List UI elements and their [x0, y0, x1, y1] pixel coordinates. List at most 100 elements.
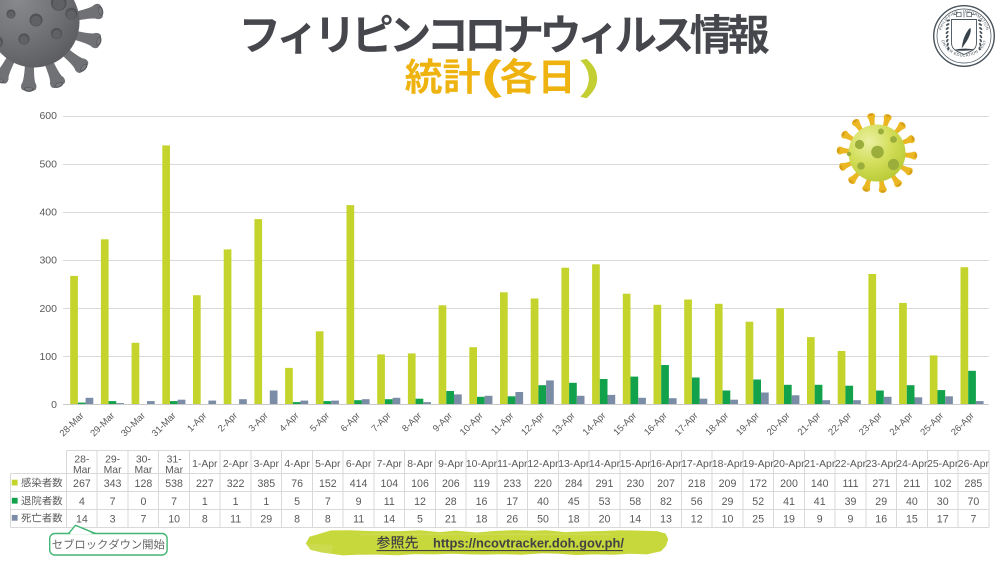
svg-text:23-Apr: 23-Apr — [856, 410, 884, 438]
svg-text:26: 26 — [506, 514, 518, 526]
svg-text:16: 16 — [476, 496, 488, 508]
svg-text:206: 206 — [442, 478, 460, 490]
svg-text:1-Apr: 1-Apr — [192, 459, 218, 470]
svg-text:22-Apr: 22-Apr — [826, 410, 854, 438]
svg-text:23-Apr: 23-Apr — [866, 459, 898, 470]
svg-text:26-Apr: 26-Apr — [958, 459, 990, 470]
svg-text:11: 11 — [230, 514, 241, 526]
svg-text:15: 15 — [906, 514, 918, 526]
svg-text:11: 11 — [353, 514, 364, 526]
svg-text:15-Apr: 15-Apr — [620, 459, 652, 470]
svg-text:220: 220 — [534, 478, 552, 490]
svg-text:5-Apr: 5-Apr — [315, 459, 341, 470]
svg-text:18-Apr: 18-Apr — [703, 410, 731, 438]
svg-text:8: 8 — [202, 514, 208, 526]
svg-text:28-Mar: 28-Mar — [57, 410, 86, 439]
svg-text:2-Apr: 2-Apr — [223, 459, 249, 470]
svg-text:13-Apr: 13-Apr — [558, 459, 590, 470]
svg-text:28-: 28- — [74, 454, 89, 465]
svg-text:30-: 30- — [136, 454, 151, 465]
svg-text:3-Apr: 3-Apr — [246, 410, 270, 434]
svg-text:100: 100 — [39, 351, 57, 363]
svg-text:12-Apr: 12-Apr — [527, 459, 559, 470]
svg-text:25-Apr: 25-Apr — [927, 459, 959, 470]
svg-text:40: 40 — [537, 496, 549, 508]
svg-text:31-: 31- — [167, 454, 182, 465]
svg-text:29: 29 — [260, 514, 272, 526]
svg-text:1: 1 — [202, 496, 208, 508]
svg-text:343: 343 — [104, 478, 122, 490]
svg-text:4: 4 — [79, 496, 85, 508]
svg-text:271: 271 — [872, 478, 890, 490]
svg-text:28: 28 — [445, 496, 457, 508]
svg-text:29-Mar: 29-Mar — [88, 410, 117, 439]
svg-text:200: 200 — [780, 478, 798, 490]
svg-text:25: 25 — [752, 514, 764, 526]
svg-text:40: 40 — [906, 496, 918, 508]
svg-text:400: 400 — [39, 206, 57, 218]
svg-text:106: 106 — [411, 478, 429, 490]
svg-text:209: 209 — [719, 478, 737, 490]
svg-text:13: 13 — [660, 514, 672, 526]
svg-text:4-Apr: 4-Apr — [284, 459, 310, 470]
svg-text:322: 322 — [227, 478, 245, 490]
svg-text:3: 3 — [110, 514, 116, 526]
svg-text:6-Apr: 6-Apr — [338, 410, 362, 434]
svg-text:102: 102 — [934, 478, 952, 490]
svg-text:14-Apr: 14-Apr — [580, 410, 608, 438]
svg-text:6-Apr: 6-Apr — [346, 459, 372, 470]
svg-text:20-Apr: 20-Apr — [773, 459, 805, 470]
svg-text:8: 8 — [325, 514, 331, 526]
svg-text:11: 11 — [384, 496, 395, 508]
svg-text:11-Apr: 11-Apr — [488, 410, 515, 437]
svg-text:3-Apr: 3-Apr — [254, 459, 280, 470]
svg-text:Mar: Mar — [73, 465, 91, 476]
svg-text:41: 41 — [814, 496, 826, 508]
svg-text:385: 385 — [257, 478, 275, 490]
svg-text:41: 41 — [783, 496, 795, 508]
svg-text:82: 82 — [660, 496, 672, 508]
svg-text:8-Apr: 8-Apr — [407, 459, 433, 470]
svg-text:233: 233 — [503, 478, 521, 490]
svg-text:20-Apr: 20-Apr — [764, 410, 792, 438]
svg-text:152: 152 — [319, 478, 337, 490]
svg-text:Mar: Mar — [165, 465, 183, 476]
svg-text:https://ncovtracker.doh.gov.ph: https://ncovtracker.doh.gov.ph/ — [433, 536, 624, 551]
svg-text:10: 10 — [168, 514, 180, 526]
svg-text:20: 20 — [599, 514, 611, 526]
svg-text:7: 7 — [171, 496, 177, 508]
svg-text:16-Apr: 16-Apr — [641, 410, 669, 438]
svg-text:24-Apr: 24-Apr — [887, 410, 915, 438]
svg-text:11-Apr: 11-Apr — [497, 459, 528, 470]
svg-text:2-Apr: 2-Apr — [215, 410, 239, 434]
svg-text:19-Apr: 19-Apr — [743, 459, 775, 470]
svg-text:24-Apr: 24-Apr — [896, 459, 928, 470]
svg-text:5: 5 — [417, 514, 423, 526]
svg-text:1: 1 — [263, 496, 269, 508]
svg-text:30-Mar: 30-Mar — [118, 410, 147, 439]
svg-text:7: 7 — [110, 496, 116, 508]
svg-text:5-Apr: 5-Apr — [307, 410, 331, 434]
svg-text:17-Apr: 17-Apr — [672, 410, 700, 438]
svg-text:538: 538 — [165, 478, 183, 490]
svg-text:9: 9 — [848, 514, 854, 526]
svg-text:21-Apr: 21-Apr — [795, 410, 823, 438]
svg-text:15-Apr: 15-Apr — [611, 410, 639, 438]
svg-text:70: 70 — [968, 496, 980, 508]
svg-text:9: 9 — [356, 496, 362, 508]
svg-text:29: 29 — [875, 496, 887, 508]
svg-text:18: 18 — [476, 514, 488, 526]
svg-text:19-Apr: 19-Apr — [733, 410, 761, 438]
svg-text:227: 227 — [196, 478, 214, 490]
svg-text:111: 111 — [842, 478, 858, 490]
svg-text:285: 285 — [965, 478, 983, 490]
svg-text:Mar: Mar — [134, 465, 152, 476]
svg-text:14: 14 — [383, 514, 395, 526]
svg-text:39: 39 — [845, 496, 857, 508]
svg-text:19: 19 — [783, 514, 795, 526]
svg-text:17: 17 — [506, 496, 518, 508]
svg-text:Mar: Mar — [104, 465, 122, 476]
svg-text:207: 207 — [657, 478, 675, 490]
svg-text:0: 0 — [140, 496, 146, 508]
svg-text:9-Apr: 9-Apr — [430, 410, 454, 434]
